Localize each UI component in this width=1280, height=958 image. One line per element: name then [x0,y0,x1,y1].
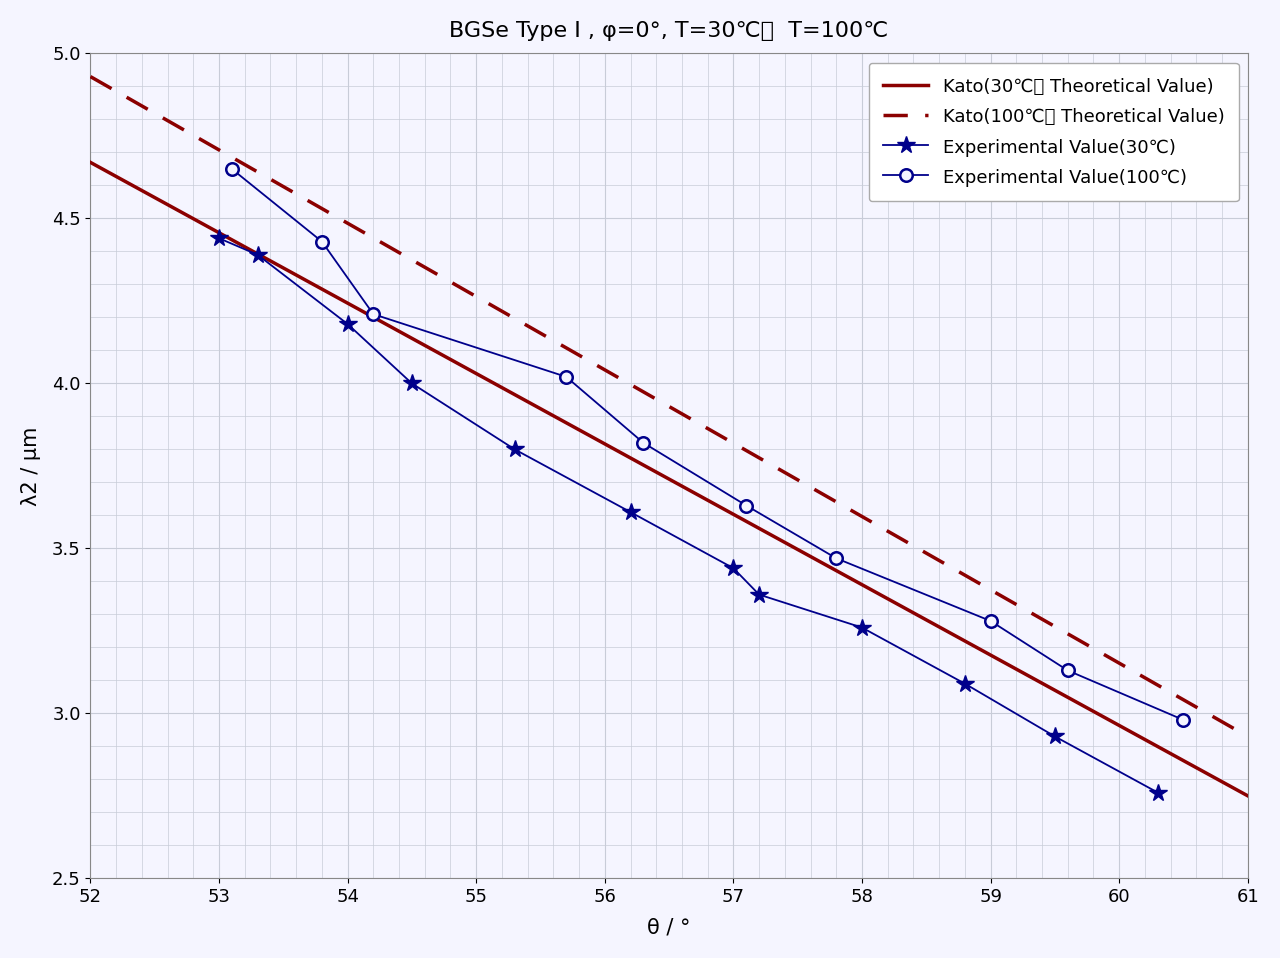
Experimental Value(30℃) [854,622,869,633]
Kato(100℃， Theoretical Value) [632,384,648,396]
Experimental Value(100℃) [224,163,239,174]
Kato(30℃， Theoretical Value) [1212,775,1228,787]
Experimental Value(100℃) [1176,715,1192,726]
Line: Experimental Value(100℃): Experimental Value(100℃) [225,163,1189,726]
Kato(30℃， Theoretical Value) [1240,790,1256,802]
Experimental Value(100℃) [366,308,381,320]
Title: BGSe Type I , φ=0°, T=30℃，  T=100℃: BGSe Type I , φ=0°, T=30℃， T=100℃ [449,21,888,41]
Kato(100℃， Theoretical Value) [1240,731,1256,742]
Experimental Value(30℃) [250,249,265,261]
Experimental Value(30℃) [507,444,522,455]
Experimental Value(30℃) [1047,731,1062,742]
Kato(100℃， Theoretical Value) [83,71,99,82]
Experimental Value(30℃) [340,318,356,330]
Kato(100℃， Theoretical Value) [709,428,724,440]
Experimental Value(100℃) [828,553,844,564]
Line: Kato(30℃， Theoretical Value): Kato(30℃， Theoretical Value) [91,162,1248,796]
Kato(100℃， Theoretical Value) [772,464,787,475]
Experimental Value(100℃) [1060,665,1075,676]
Line: Kato(100℃， Theoretical Value): Kato(100℃， Theoretical Value) [91,77,1248,737]
Experimental Value(100℃) [983,615,998,627]
Kato(100℃， Theoretical Value) [640,388,655,399]
Experimental Value(30℃) [726,562,741,574]
Experimental Value(30℃) [211,233,227,244]
Experimental Value(100℃) [739,500,754,512]
Kato(100℃， Theoretical Value) [1032,612,1047,624]
Kato(30℃， Theoretical Value) [640,462,655,473]
Experimental Value(30℃) [751,589,767,601]
Line: Experimental Value(30℃): Experimental Value(30℃) [210,229,1167,802]
Kato(30℃， Theoretical Value) [709,499,724,511]
Kato(30℃， Theoretical Value) [83,156,99,168]
Legend: Kato(30℃， Theoretical Value), Kato(100℃， Theoretical Value), Experimental Value(: Kato(30℃， Theoretical Value), Kato(100℃，… [869,62,1239,201]
X-axis label: θ / °: θ / ° [648,917,691,937]
Experimental Value(30℃) [957,678,973,690]
Y-axis label: λ2 / μm: λ2 / μm [20,426,41,506]
Experimental Value(30℃) [404,377,420,389]
Kato(30℃， Theoretical Value) [1032,675,1047,687]
Experimental Value(30℃) [623,507,639,518]
Experimental Value(100℃) [314,236,329,247]
Kato(30℃， Theoretical Value) [632,458,648,469]
Experimental Value(100℃) [558,371,573,382]
Experimental Value(100℃) [636,437,652,448]
Experimental Value(30℃) [1151,787,1166,798]
Kato(30℃， Theoretical Value) [772,534,787,545]
Kato(100℃， Theoretical Value) [1212,715,1228,726]
